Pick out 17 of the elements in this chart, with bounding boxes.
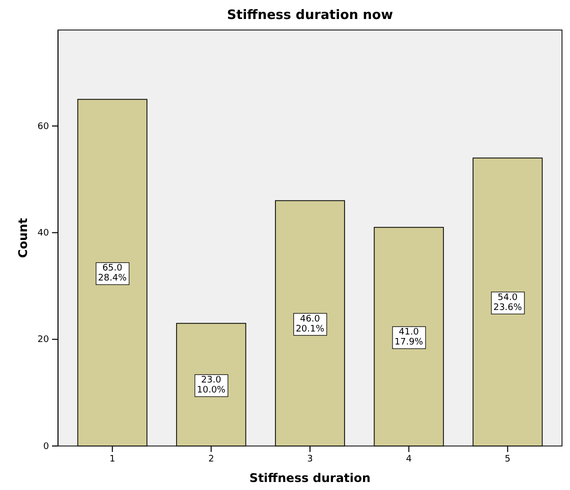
y-axis-title: Count: [16, 218, 30, 258]
y-tick-label: 20: [38, 335, 50, 346]
x-axis-title: Stiffness duration: [249, 471, 371, 485]
y-tick-label: 40: [38, 228, 50, 239]
y-tick-label: 0: [43, 442, 50, 452]
data-label: 46.0 20.1%: [296, 314, 325, 334]
x-tick-label: 3: [307, 454, 313, 464]
data-label: 54.0 23.6%: [493, 293, 522, 313]
x-tick-label: 2: [208, 454, 214, 464]
data-label: 41.0 17.9%: [394, 328, 424, 348]
x-tick-label: 5: [504, 454, 511, 464]
chart-title: Stiffness duration now: [227, 8, 393, 23]
x-tick-label: 4: [406, 454, 412, 464]
data-label: 65.0 28.4%: [98, 264, 128, 284]
x-tick-label: 1: [109, 454, 116, 464]
y-tick-label: 60: [38, 122, 50, 132]
data-label: 23.0 10.0%: [196, 376, 226, 396]
